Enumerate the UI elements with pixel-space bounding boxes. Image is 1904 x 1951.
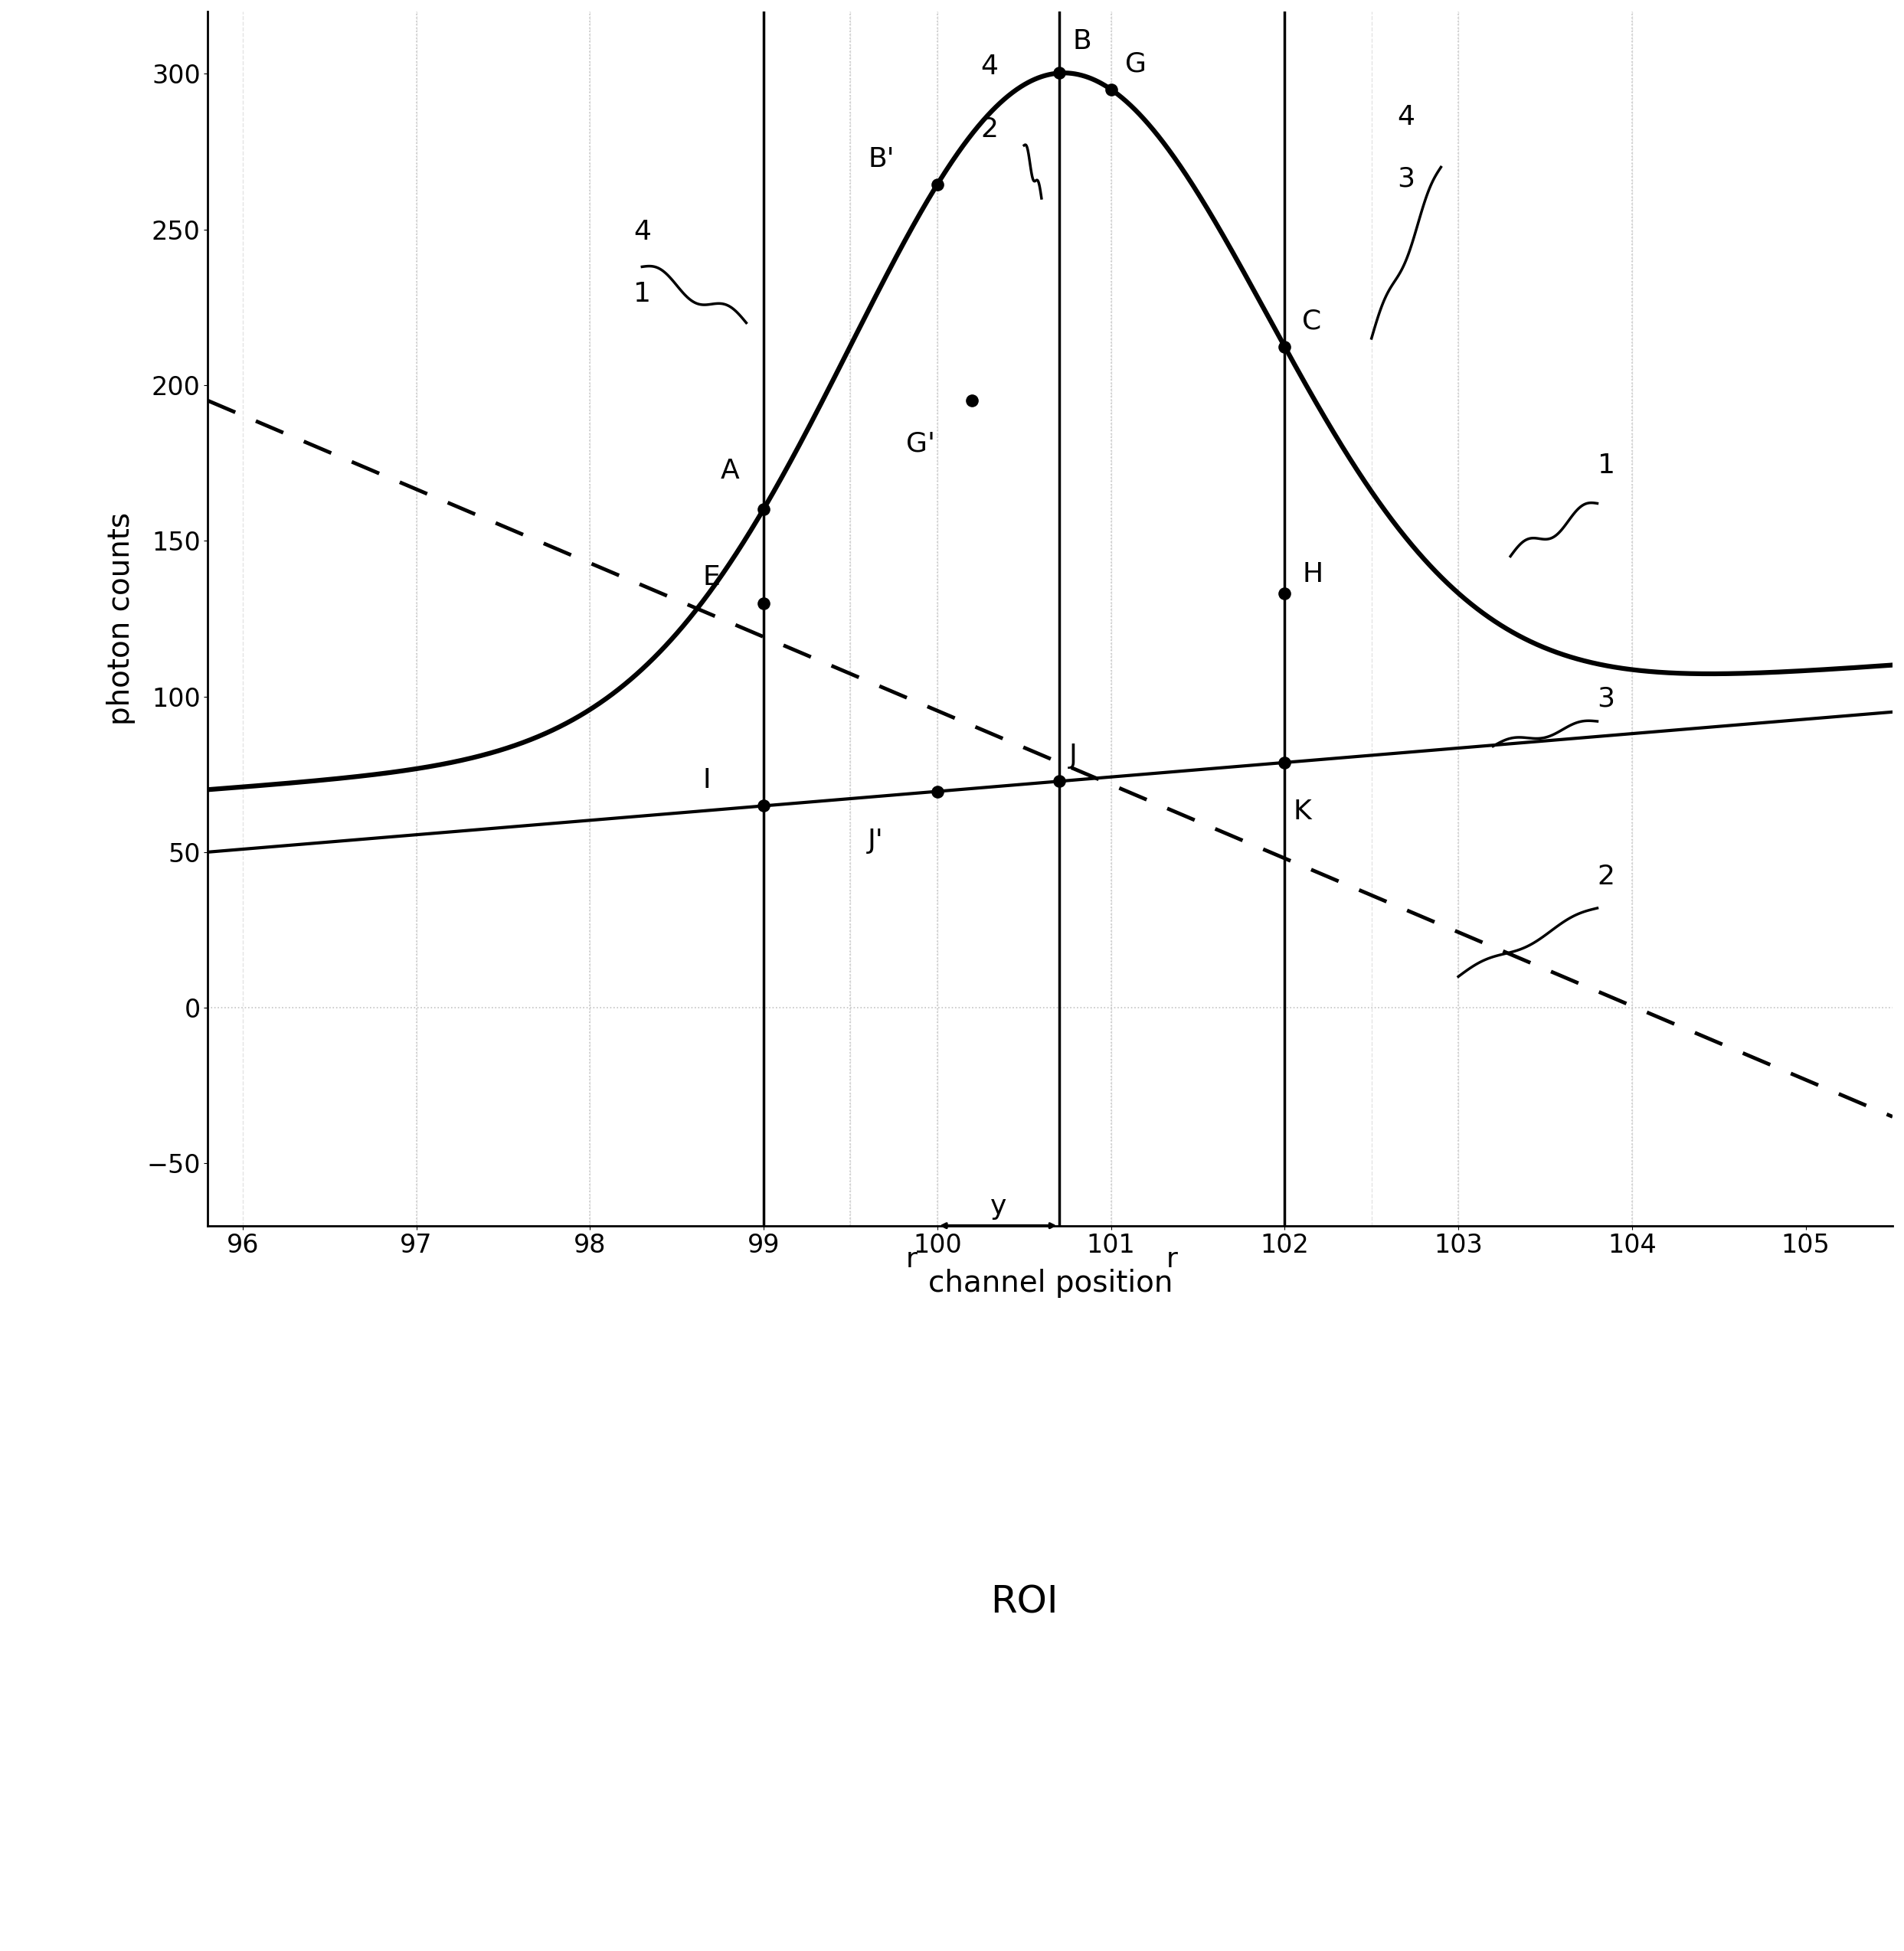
Text: J: J: [1070, 743, 1078, 769]
Point: [1270, 332, 1300, 363]
Text: y: y: [990, 1194, 1007, 1219]
Point: [922, 170, 952, 201]
Text: 4: 4: [981, 55, 998, 80]
Text: 1: 1: [1597, 453, 1615, 478]
Text: 3: 3: [1597, 687, 1615, 712]
Y-axis label: photon counts: photon counts: [107, 511, 135, 726]
Text: r: r: [906, 1247, 918, 1272]
Text: 1: 1: [634, 281, 651, 306]
Point: [748, 494, 779, 525]
Text: C: C: [1302, 308, 1321, 334]
Point: [1270, 747, 1300, 778]
Text: H: H: [1302, 562, 1323, 587]
Text: 2: 2: [1597, 864, 1615, 890]
X-axis label: channel position: channel position: [927, 1268, 1173, 1297]
Text: 4: 4: [1398, 103, 1415, 131]
Point: [922, 776, 952, 808]
Text: 4: 4: [634, 219, 651, 246]
Point: [748, 587, 779, 618]
Text: K: K: [1293, 798, 1312, 825]
Text: E: E: [703, 564, 720, 591]
Text: G': G': [906, 431, 935, 457]
Point: [1270, 577, 1300, 609]
Text: r: r: [1165, 1247, 1177, 1272]
Point: [958, 384, 988, 416]
Text: I: I: [703, 767, 710, 794]
Text: 2: 2: [981, 117, 998, 142]
Text: 3: 3: [1398, 166, 1415, 191]
Point: [1043, 765, 1074, 796]
Text: J': J': [868, 827, 883, 855]
Text: A: A: [720, 458, 739, 484]
Text: B': B': [868, 146, 895, 172]
Point: [1095, 74, 1125, 105]
Point: [1043, 57, 1074, 88]
Text: G: G: [1125, 51, 1146, 76]
Point: [748, 790, 779, 821]
Text: ROI: ROI: [990, 1584, 1059, 1621]
Text: B: B: [1072, 29, 1091, 55]
